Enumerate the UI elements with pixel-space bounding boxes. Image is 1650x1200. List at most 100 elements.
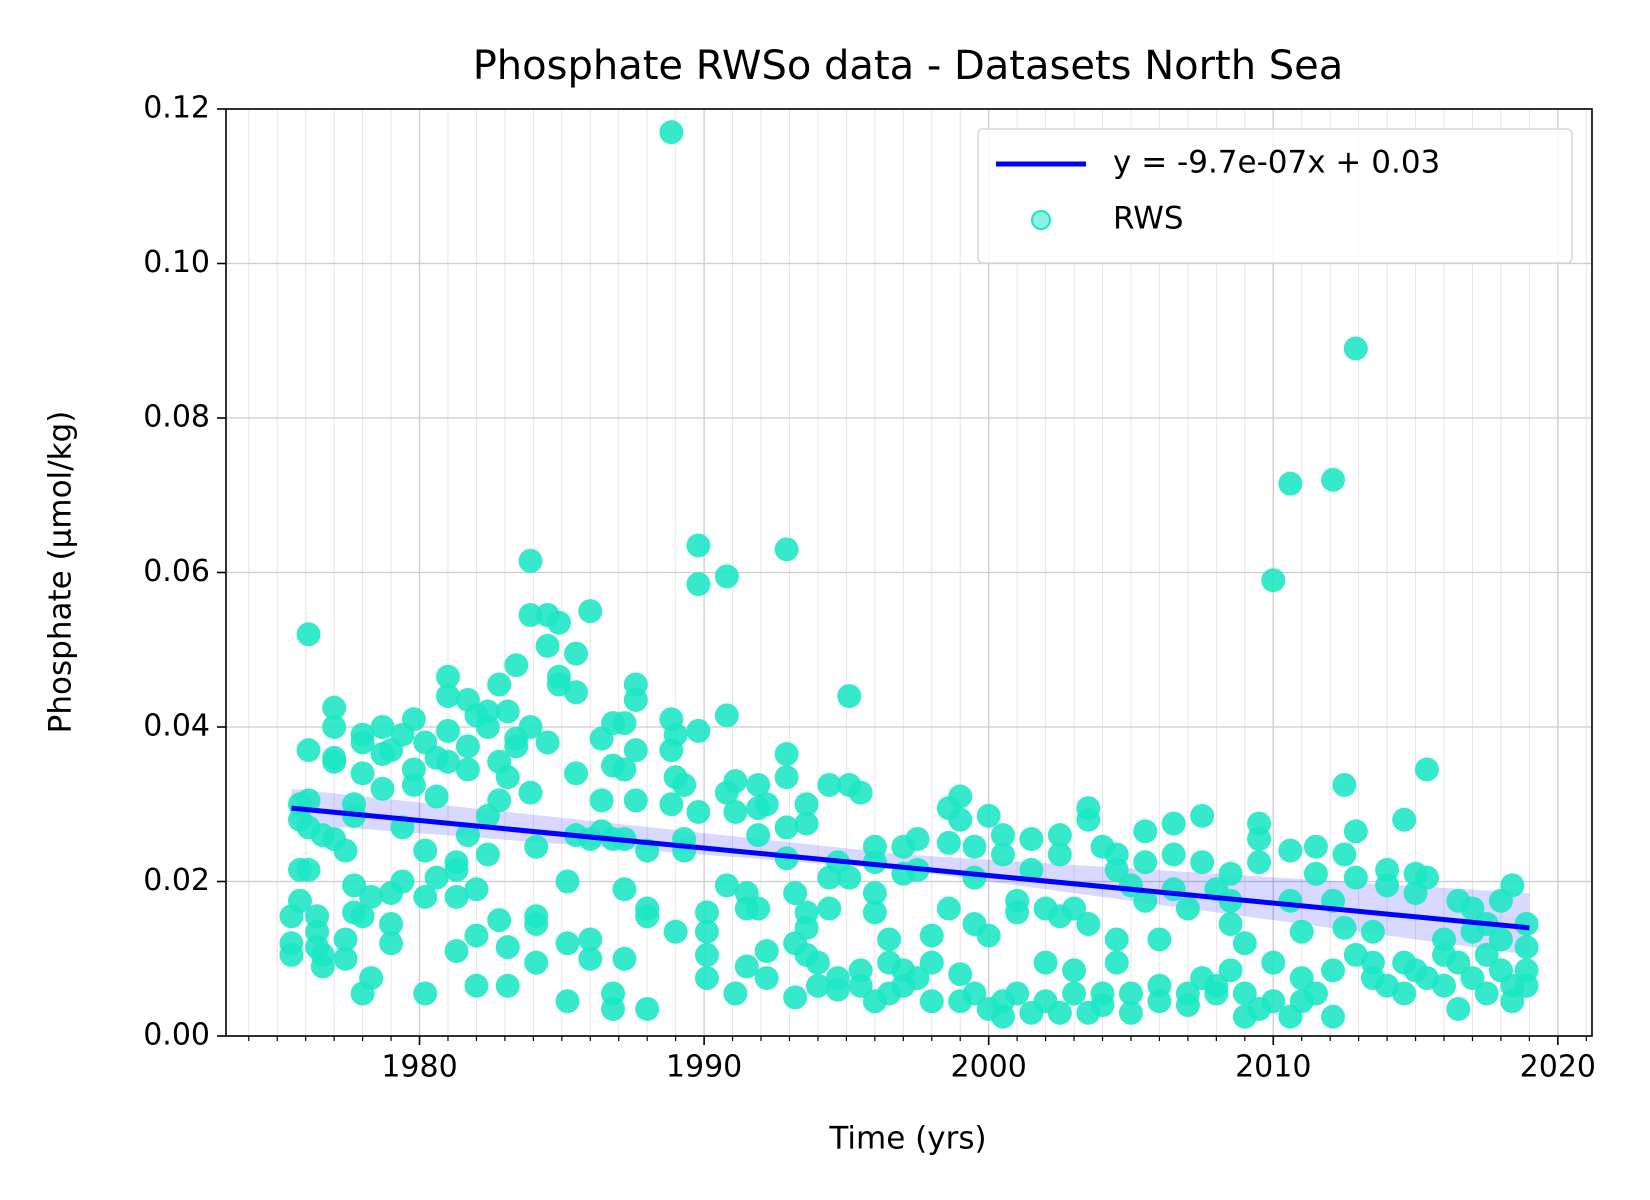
scatter-point [1076,807,1101,832]
scatter-point [1392,981,1417,1006]
y-axis-label: Phosphate (µmol/kg) [43,411,79,734]
scatter-point [424,784,449,809]
y-tick-label: 0.04 [143,709,210,744]
scatter-point [1104,927,1129,952]
scatter-point [1303,981,1328,1006]
scatter-point [774,537,799,562]
scatter-point [435,749,460,774]
scatter-point [976,803,1001,828]
scatter-point [1118,1000,1143,1025]
scatter-point [518,602,543,627]
scatter-point [370,776,395,801]
scatter-point [754,792,779,817]
scatter-point [623,738,648,763]
scatter-point [1033,950,1058,975]
scatter-point [612,946,637,971]
scatter-point [379,931,404,956]
scatter-point [1303,834,1328,859]
scatter-point [1360,919,1385,944]
scatter-point [333,838,358,863]
scatter-point [578,946,603,971]
scatter-point [322,695,347,720]
scatter-point [714,873,739,898]
scatter-point [848,958,873,983]
scatter-point [663,919,688,944]
scatter-point [686,572,711,597]
scatter-point [1474,981,1499,1006]
scatter-point [723,769,748,794]
scatter-point [1446,996,1471,1021]
chart-title: Phosphate RWSo data - Datasets North Sea [473,43,1344,89]
scatter-point [663,722,688,747]
scatter-point [1232,981,1257,1006]
x-tick-label: 1990 [666,1050,742,1085]
scatter-point [518,548,543,573]
scatter-point [694,942,719,967]
scatter-point [825,977,850,1002]
x-axis-label: Time (yrs) [828,1121,986,1157]
scatter-point [862,900,887,925]
scatter-point [694,919,719,944]
scatter-point [487,672,512,697]
scatter-point [817,772,842,797]
scatter-point [1104,857,1129,882]
scatter-point [1076,911,1101,936]
scatter-point [936,896,961,921]
scatter-point [837,684,862,709]
scatter-point [905,827,930,852]
scatter-point [848,780,873,805]
scatter-point [495,935,520,960]
scatter-point [734,954,759,979]
scatter-point [1332,842,1357,867]
x-tick-label: 2010 [1235,1050,1311,1085]
scatter-point [435,718,460,743]
scatter-point [990,1004,1015,1029]
scatter-point [805,950,830,975]
scatter-point [686,718,711,743]
scatter-point [1343,336,1368,361]
scatter-point [578,599,603,624]
scatter-point [1047,842,1072,867]
scatter-point [1133,850,1158,875]
scatter-point [919,923,944,948]
scatter-point [444,939,469,964]
scatter-point [1261,989,1286,1014]
scatter-point [1062,896,1087,921]
scatter-point [623,788,648,813]
scatter-point [714,564,739,589]
scatter-point [424,865,449,890]
scatter-point [1218,911,1243,936]
x-tick-label: 1980 [381,1050,457,1085]
scatter-point [1278,888,1303,913]
scatter-point [1432,973,1457,998]
scatter-point [694,900,719,925]
scatter-point [495,973,520,998]
scatter-point [1343,819,1368,844]
scatter-point [919,950,944,975]
scatter-point [1414,757,1439,782]
scatter-point [1514,935,1539,960]
scatter-point [794,900,819,925]
scatter-point [1488,927,1513,952]
y-tick-label: 0.08 [143,400,210,435]
scatter-point [1500,989,1525,1014]
scatter-point [1321,467,1346,492]
scatter-point [1232,931,1257,956]
scatter-point [435,684,460,709]
scatter-point [1321,1004,1346,1029]
scatter-point [390,869,415,894]
scatter-point [475,715,500,739]
scatter-point [1005,900,1030,925]
scatter-point [686,799,711,824]
scatter-point [350,722,375,747]
scatter-point [1147,973,1172,998]
scatter-point [475,842,500,867]
scatter-point [350,904,375,929]
scatter-point [1118,981,1143,1006]
scatter-point [495,699,520,724]
scatter-point [817,896,842,921]
scatter-point [310,942,335,967]
scatter-point [444,857,469,882]
scatter-point [359,884,384,909]
scatter-point [322,745,347,770]
